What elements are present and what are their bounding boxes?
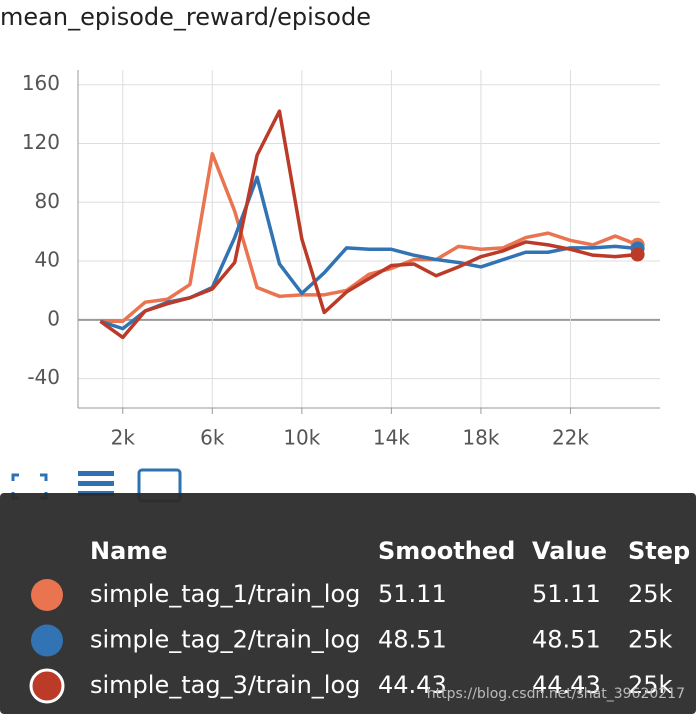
series-swatch xyxy=(31,579,63,611)
x-tick-label: 10k xyxy=(283,426,320,450)
tooltip-cell: simple_tag_1/train_log xyxy=(90,580,360,608)
y-tick-label: 40 xyxy=(35,248,60,272)
plot: -40 0 40 80 120 160 2k 6k 10k 14k 18k 22k xyxy=(22,70,660,450)
tooltip-cell: 25k xyxy=(628,671,673,699)
tooltip-header: Smoothed xyxy=(378,537,515,565)
list-icon[interactable] xyxy=(78,471,114,496)
tooltip-header: Value xyxy=(532,537,607,565)
tooltip-cell: 25k xyxy=(628,626,673,654)
x-tick-label: 18k xyxy=(462,426,499,450)
x-tick-label: 14k xyxy=(373,426,410,450)
tooltip-cell: 48.51 xyxy=(378,626,447,654)
chart-title: mean_episode_reward/episode xyxy=(0,3,371,31)
x-tick-label: 6k xyxy=(200,426,225,450)
tooltip-cell: 25k xyxy=(628,580,673,608)
x-tick-label: 2k xyxy=(111,426,136,450)
tooltip-table: Name Smoothed Value Step simple_tag_1/train_… xyxy=(29,537,690,704)
tooltip xyxy=(0,493,696,714)
fullscreen-icon[interactable] xyxy=(11,473,48,500)
tooltip-header: Step xyxy=(628,537,690,565)
y-tick-label: 160 xyxy=(22,71,60,95)
series-line xyxy=(99,109,638,340)
tooltip-header: Name xyxy=(90,537,168,565)
series-swatch xyxy=(29,668,65,704)
x-tick-label: 22k xyxy=(552,426,589,450)
watermark: https://blog.csdn.net/shat_39620217 xyxy=(427,686,685,702)
tooltip-cell: 48.51 xyxy=(532,626,601,654)
hover-point xyxy=(630,247,645,262)
y-tick-label: 80 xyxy=(35,189,60,213)
series-swatch xyxy=(31,624,63,657)
tooltip-cell: 51.11 xyxy=(532,580,601,608)
tooltip-cell: simple_tag_2/train_log xyxy=(90,626,360,654)
y-tick-label: 120 xyxy=(22,130,60,154)
y-tick-label: 0 xyxy=(47,306,60,330)
series-line xyxy=(99,175,638,331)
tooltip-cell: 51.11 xyxy=(378,580,447,608)
tooltip-cell: 44.43 xyxy=(378,671,447,699)
series-line xyxy=(100,152,639,324)
tooltip-cell: 44.43 xyxy=(532,671,601,699)
tooltip-cell: simple_tag_3/train_log xyxy=(90,671,360,699)
y-tick-label: -40 xyxy=(27,365,60,389)
